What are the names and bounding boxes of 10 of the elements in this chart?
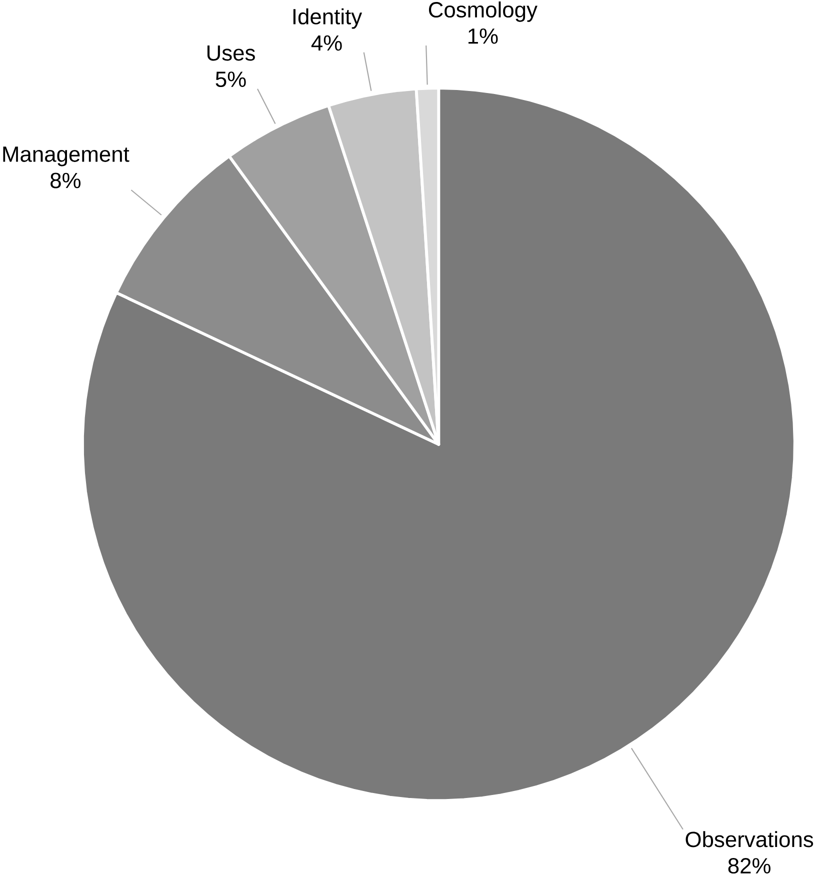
data-label: 4% xyxy=(311,35,342,51)
slice-label: Uses xyxy=(207,45,255,61)
slice-label: Cosmology xyxy=(428,1,538,22)
data-label: 82% xyxy=(728,858,770,874)
slice-label: Observations xyxy=(686,831,813,848)
slice-label: Identity xyxy=(293,8,362,29)
data-label: 1% xyxy=(468,28,498,44)
slice-label: Management xyxy=(3,146,130,166)
data-label: 5% xyxy=(216,72,246,88)
data-label: 8% xyxy=(50,172,80,188)
